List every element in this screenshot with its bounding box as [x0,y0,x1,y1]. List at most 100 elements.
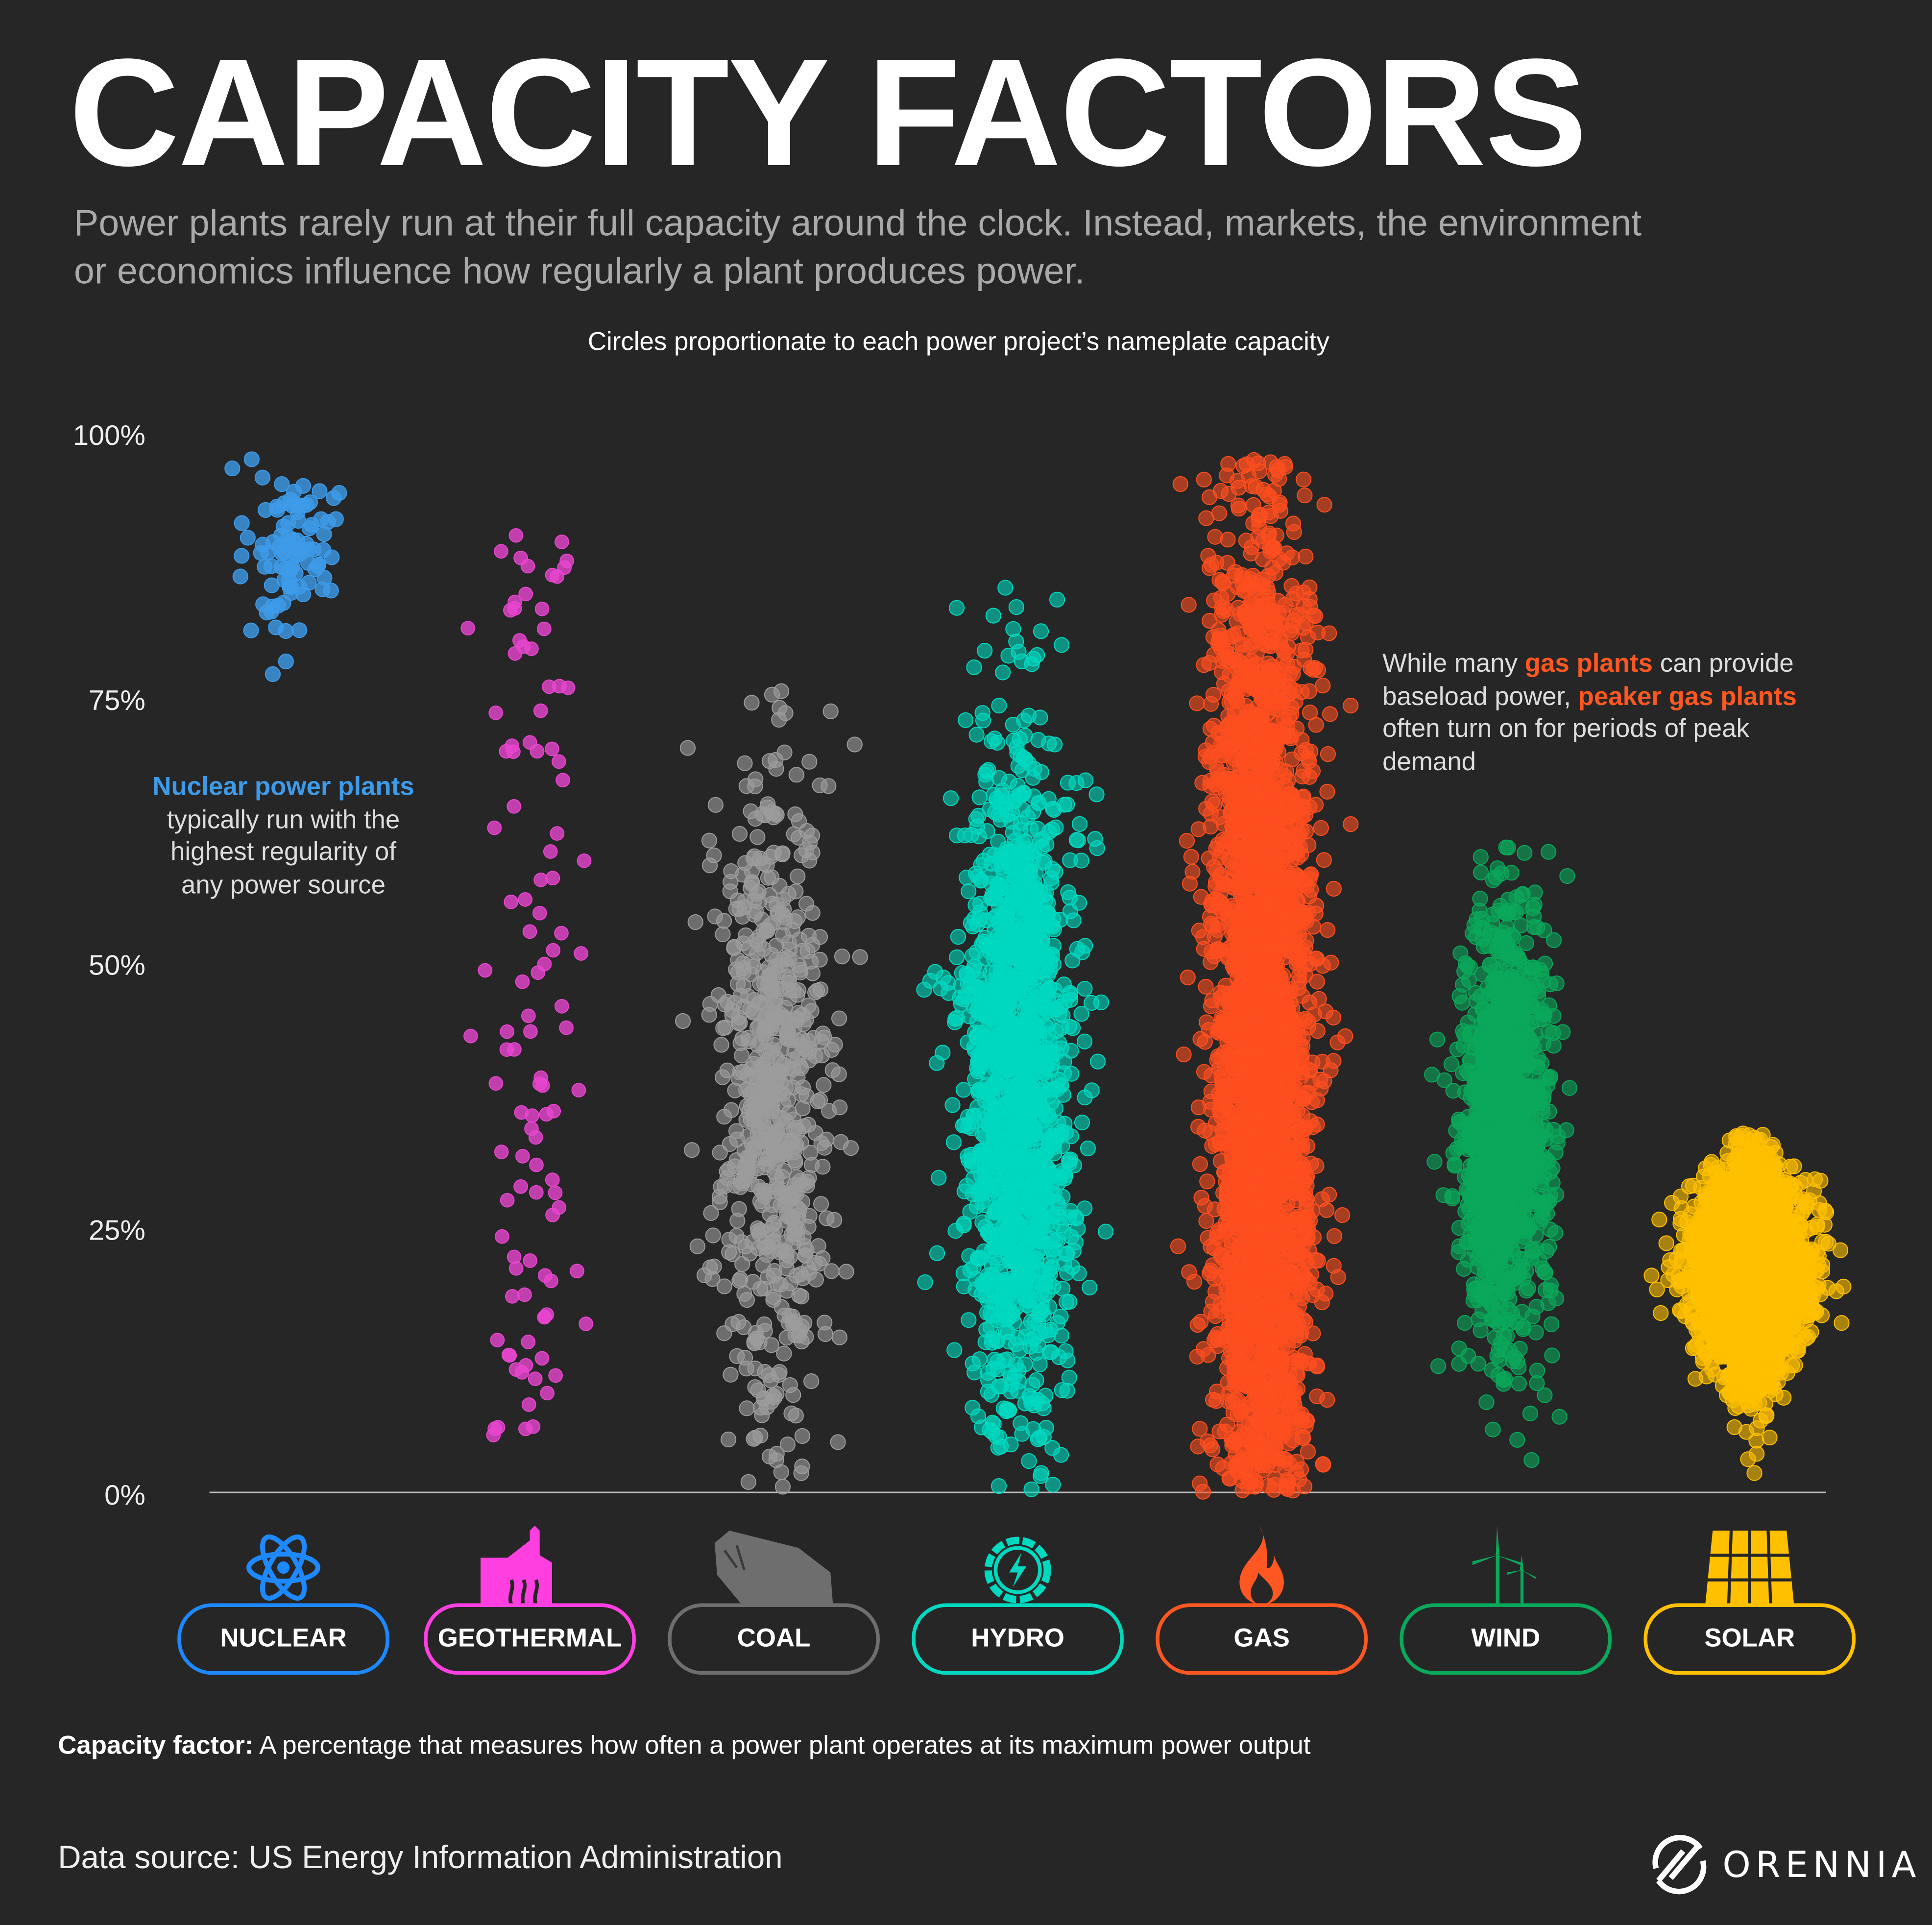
data-point-geothermal [495,1145,508,1159]
data-point-hydro [1065,1021,1080,1035]
data-point-hydro [1089,787,1104,802]
data-point-coal [805,966,820,981]
data-point-hydro [1034,1465,1048,1480]
data-point-gas [1192,923,1207,938]
data-point-hydro [1050,592,1064,607]
data-point-geothermal [533,1077,547,1091]
data-point-coal [732,827,747,841]
data-point-hydro [1032,1308,1046,1322]
data-point-coal [707,848,722,863]
data-point-hydro [985,1144,999,1159]
data-point-geothermal [461,621,475,635]
data-point-hydro [1015,852,1030,866]
data-point-hydro [1021,1454,1036,1468]
data-point-coal [775,1479,790,1494]
data-point-geothermal [500,1025,514,1039]
data-point-gas [1316,1457,1330,1472]
data-point-coal [792,1288,806,1303]
data-point-geothermal [504,895,518,909]
data-point-coal [751,1224,766,1239]
data-point-gas [1198,749,1213,764]
data-point-hydro [966,1187,980,1201]
data-point-coal [816,1077,831,1092]
data-point-coal [676,1014,690,1028]
data-point-coal [713,1145,727,1160]
data-point-coal [772,701,787,715]
data-point-hydro [983,1320,998,1335]
data-point-coal [769,952,783,967]
data-point-hydro [958,713,973,728]
data-point-gas [1321,747,1335,761]
data-point-gas [1212,850,1227,865]
data-point-geothermal [518,1288,531,1302]
data-point-coal [730,893,745,908]
data-point-gas [1180,833,1194,848]
data-point-hydro [941,986,956,1000]
data-point-hydro [1070,942,1085,956]
data-point-hydro [1008,1130,1023,1145]
data-point-coal [737,756,752,771]
data-point-nuclear [274,477,289,491]
data-point-coal [729,1349,744,1364]
data-point-gas [1314,821,1328,835]
data-point-hydro [1009,1202,1023,1217]
data-point-gas [1193,1315,1208,1329]
data-point-coal [724,864,738,878]
data-point-hydro [1066,913,1081,927]
data-point-geothermal [519,1359,533,1372]
data-point-hydro [981,1224,996,1239]
data-point-hydro [1037,1054,1052,1069]
data-point-coal [735,1031,749,1046]
data-point-coal [847,737,862,752]
data-point-geothermal [514,1180,528,1194]
data-point-coal [799,824,814,838]
data-point-hydro [1072,817,1087,831]
data-point-coal [813,952,827,967]
data-point-gas [1171,1239,1185,1254]
data-point-hydro [931,1170,946,1185]
data-point-nuclear [243,623,258,638]
data-point-coal [680,740,695,755]
data-point-hydro [1071,833,1086,848]
data-point-coal [748,1361,762,1376]
data-point-hydro [1047,737,1062,752]
data-point-hydro [1063,853,1077,867]
data-point-hydro [987,1416,1001,1431]
data-point-gas [1198,979,1213,994]
data-point-gas [1224,747,1238,762]
data-point-coal [734,1235,749,1249]
data-point-hydro [1009,871,1023,886]
data-point-coal [786,1052,800,1067]
data-point-gas [1206,735,1220,750]
data-point-nuclear [295,498,310,513]
data-point-hydro [917,982,931,997]
data-point-geothermal [518,893,532,906]
data-point-geothermal [506,1290,519,1303]
data-point-hydro [951,929,966,944]
data-point-hydro [1042,1112,1057,1127]
data-point-hydro [1013,823,1028,837]
data-point-gas [1309,1358,1324,1373]
data-point-hydro [1057,977,1071,992]
data-point-geothermal [501,1194,514,1207]
data-point-hydro [1003,1079,1018,1094]
data-point-coal [702,833,717,848]
data-point-coal [750,829,765,844]
data-point-nuclear [265,578,279,593]
data-point-geothermal [494,544,508,558]
data-point-hydro [1057,1171,1072,1186]
data-point-hydro [1025,1377,1039,1392]
data-point-coal [853,950,868,964]
data-point-coal [730,1132,745,1146]
data-point-gas [1310,625,1325,640]
data-point-gas [1255,1458,1269,1473]
data-point-coal [832,1330,847,1345]
data-point-gas [1208,530,1222,544]
data-point-coal [730,1213,745,1228]
data-point-gas [1198,1198,1212,1213]
data-point-hydro [995,1131,1010,1146]
data-point-hydro [998,906,1013,921]
data-point-hydro [1024,1482,1039,1497]
data-point-geothermal [499,745,513,758]
